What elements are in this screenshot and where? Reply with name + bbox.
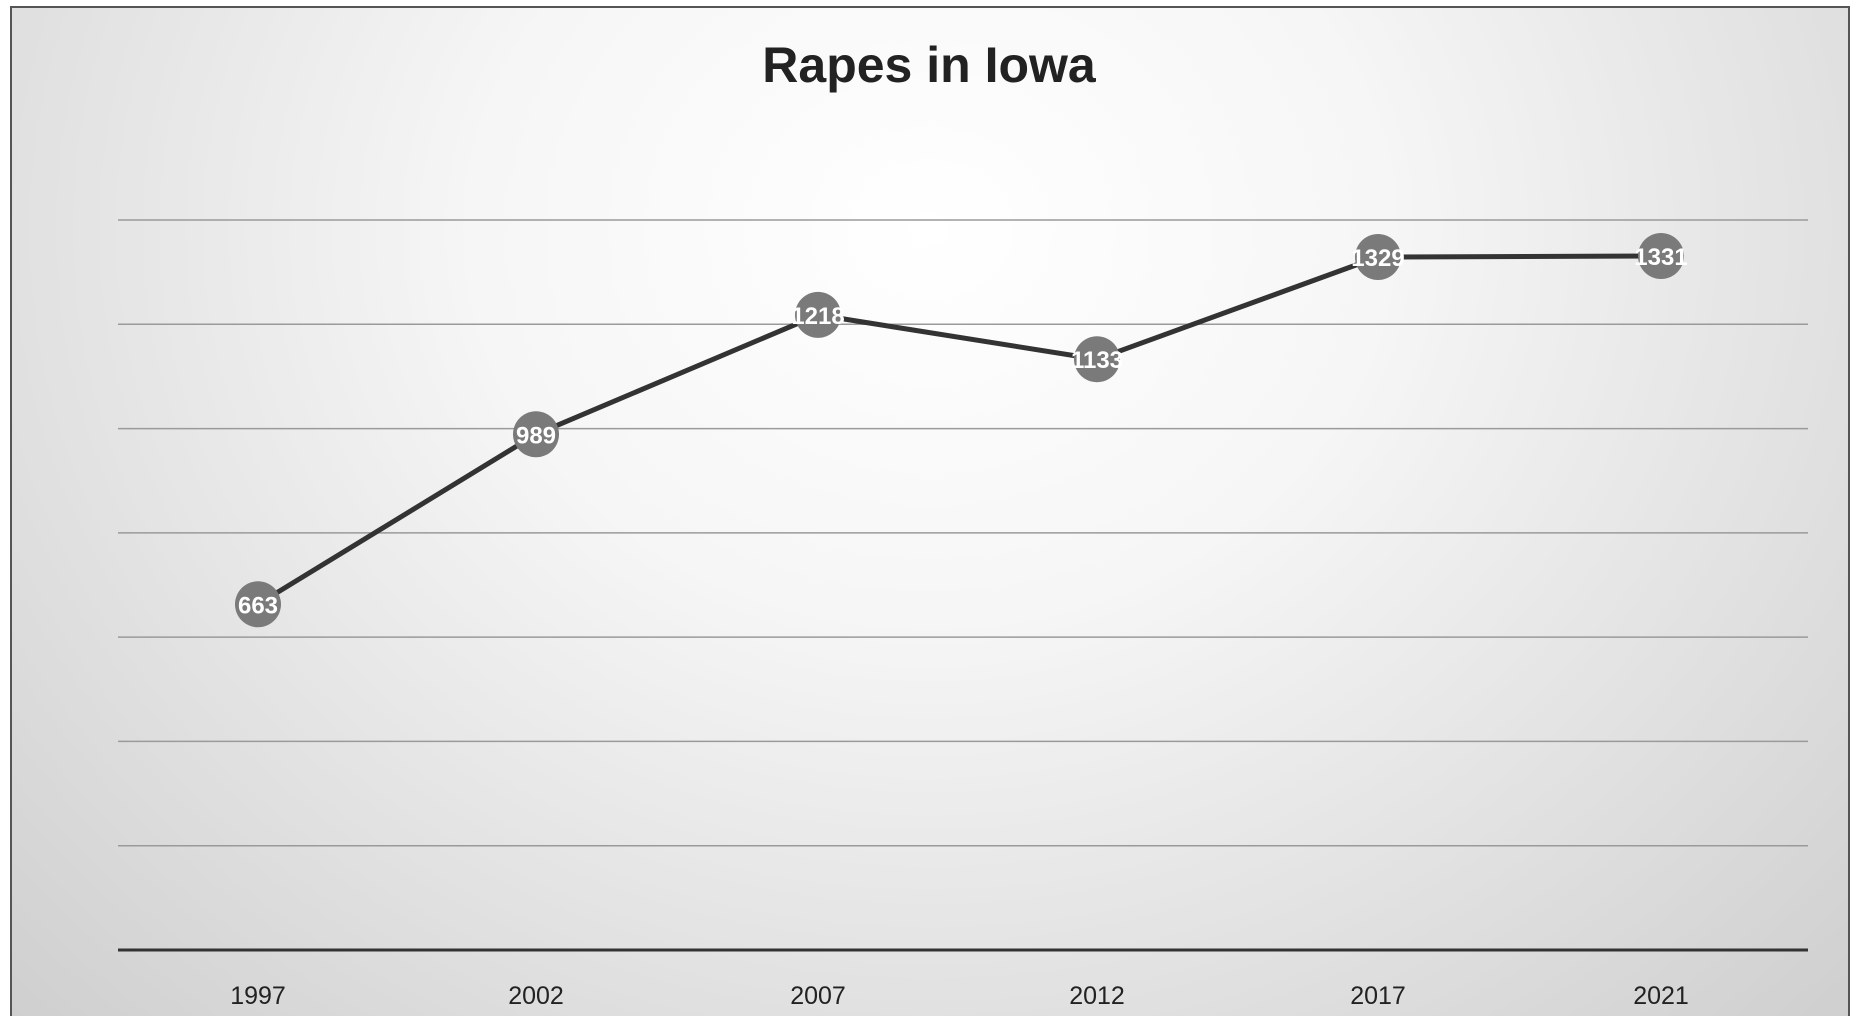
gridlines (118, 219, 1808, 847)
x-tick-label: 2007 (790, 982, 846, 1010)
data-label: 1218 (791, 303, 844, 330)
data-label: 663 (238, 592, 278, 619)
data-label: 1133 (1071, 347, 1123, 374)
data-point (1638, 232, 1684, 279)
x-tick-labels: 1997 2002 2007 2012 2017 2021 (230, 982, 1689, 1010)
data-label: 989 (516, 422, 556, 449)
x-tick-label: 2021 (1633, 982, 1689, 1010)
x-tick-label: 2017 (1350, 982, 1406, 1010)
chart-frame: ​ (10, 6, 1850, 1016)
x-tick-label: 2012 (1069, 982, 1125, 1010)
series-line-path (256, 253, 1662, 607)
data-label: 1329 (1351, 245, 1404, 272)
data-point (513, 411, 559, 458)
data-markers: 663 989 1218 1133 1329 1331 (235, 232, 1688, 628)
data-label: 1331 (1634, 244, 1687, 271)
chart-title: Rapes in Iowa (762, 37, 1096, 93)
data-point (1074, 336, 1120, 383)
x-tick-label: 2002 (508, 982, 564, 1010)
data-point (1355, 234, 1401, 281)
data-point (795, 291, 841, 338)
series-line (256, 253, 1662, 607)
data-point (235, 581, 281, 628)
x-tick-label: 1997 (230, 982, 286, 1010)
